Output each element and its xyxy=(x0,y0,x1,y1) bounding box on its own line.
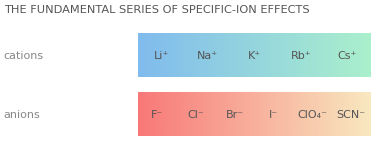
Text: F⁻: F⁻ xyxy=(151,110,163,120)
Text: cations: cations xyxy=(4,51,44,61)
Text: Cs⁺: Cs⁺ xyxy=(338,51,357,61)
Text: THE FUNDAMENTAL SERIES OF SPECIFIC-ION EFFECTS: THE FUNDAMENTAL SERIES OF SPECIFIC-ION E… xyxy=(4,5,310,15)
Text: I⁻: I⁻ xyxy=(269,110,278,120)
Text: Li⁺: Li⁺ xyxy=(153,51,169,61)
Text: Rb⁺: Rb⁺ xyxy=(290,51,311,61)
Text: Na⁺: Na⁺ xyxy=(197,51,218,61)
Text: K⁺: K⁺ xyxy=(248,51,261,61)
Text: SCN⁻: SCN⁻ xyxy=(336,110,366,120)
Text: Br⁻: Br⁻ xyxy=(226,110,244,120)
Text: ClO₄⁻: ClO₄⁻ xyxy=(297,110,327,120)
Text: anions: anions xyxy=(4,110,40,120)
Text: Cl⁻: Cl⁻ xyxy=(188,110,204,120)
